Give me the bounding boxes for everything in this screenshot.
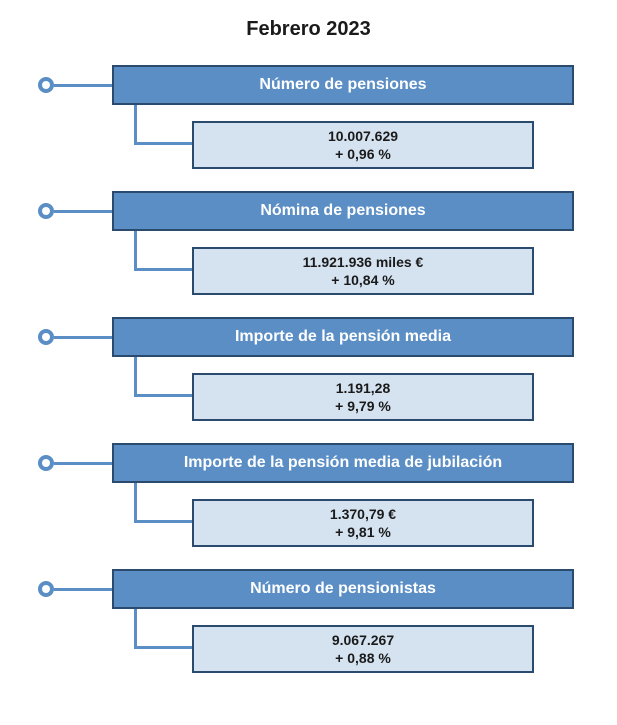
elbow-connector [134,357,192,397]
metric-header-label: Número de pensiones [259,76,426,94]
page-title: Febrero 2023 [30,18,587,41]
metric-line1: 11.921.936 miles € [303,253,424,271]
info-block: Número de pensiones 10.007.629+ 0,96 % [30,65,587,169]
metric-line2: + 10,84 % [331,271,394,289]
info-block: Nómina de pensiones 11.921.936 miles €+ 1… [30,191,587,295]
elbow-connector [134,231,192,271]
info-block: Importe de la pensión media de jubilació… [30,443,587,547]
metric-line2: + 0,96 % [335,145,391,163]
elbow-connector [134,105,192,145]
metric-line1: 10.007.629 [328,127,398,145]
info-block: Importe de la pensión media 1.191,28+ 9,7… [30,317,587,421]
metric-line2: + 9,79 % [335,397,391,415]
bullet-icon [38,581,54,597]
connector-line [54,462,112,465]
metric-line2: + 0,88 % [335,649,391,667]
metric-header-label: Importe de la pensión media de jubilació… [184,454,502,472]
metric-header-label: Importe de la pensión media [235,328,451,346]
metric-line1: 1.191,28 [336,379,391,397]
blocks-container: Número de pensiones 10.007.629+ 0,96 % Nóm… [30,65,587,673]
connector-line [54,84,112,87]
metric-header: Número de pensionistas [112,569,574,609]
metric-value: 11.921.936 miles €+ 10,84 % [192,247,534,295]
metric-value: 9.067.267+ 0,88 % [192,625,534,673]
info-block: Número de pensionistas 9.067.267+ 0,88 % [30,569,587,673]
metric-header: Importe de la pensión media [112,317,574,357]
metric-header: Importe de la pensión media de jubilació… [112,443,574,483]
bullet-icon [38,203,54,219]
metric-value: 10.007.629+ 0,96 % [192,121,534,169]
connector-line [54,210,112,213]
metric-line1: 9.067.267 [332,631,394,649]
bullet-icon [38,455,54,471]
metric-header: Número de pensiones [112,65,574,105]
metric-value: 1.191,28+ 9,79 % [192,373,534,421]
connector-line [54,588,112,591]
metric-header-label: Número de pensionistas [250,580,436,598]
metric-line2: + 9,81 % [335,523,391,541]
elbow-connector [134,483,192,523]
bullet-icon [38,77,54,93]
metric-value: 1.370,79 €+ 9,81 % [192,499,534,547]
metric-header: Nómina de pensiones [112,191,574,231]
bullet-icon [38,329,54,345]
connector-line [54,336,112,339]
metric-line1: 1.370,79 € [330,505,396,523]
elbow-connector [134,609,192,649]
metric-header-label: Nómina de pensiones [260,202,425,220]
